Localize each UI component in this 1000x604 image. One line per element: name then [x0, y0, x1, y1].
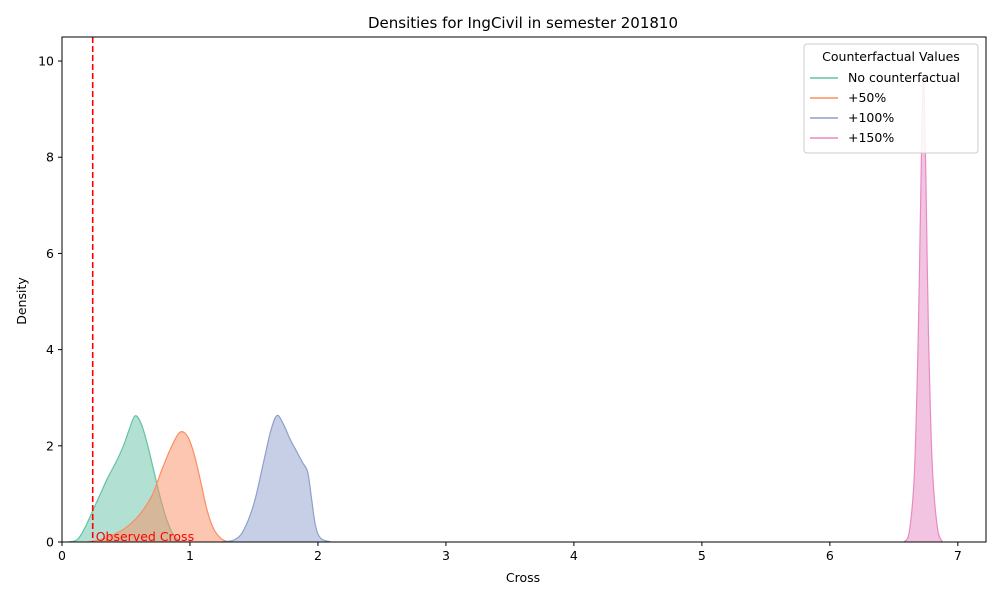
legend-title: Counterfactual Values	[822, 49, 960, 64]
x-tick-label: 7	[954, 548, 962, 563]
density-line-50	[87, 431, 229, 543]
y-tick-label: 10	[38, 54, 54, 69]
y-tick-label: 8	[46, 150, 54, 165]
y-tick-label: 4	[46, 342, 54, 357]
y-axis-ticks: 0 2 4 6 8 10	[38, 54, 62, 550]
x-tick-label: 5	[698, 548, 706, 563]
y-tick-label: 2	[46, 438, 54, 453]
legend-box	[803, 43, 979, 154]
density-area-100	[221, 415, 331, 542]
observed-cross-label: Observed Cross	[96, 529, 194, 544]
density-line-100	[221, 414, 331, 543]
reference-line-group: Observed Cross	[91, 37, 194, 544]
legend: Counterfactual Values No counterfactual +5…	[803, 43, 979, 154]
y-tick-label: 0	[46, 535, 54, 550]
chart-title: Densities for IngCivil in semester 20181…	[368, 14, 678, 32]
density-areas	[68, 79, 944, 543]
legend-item: +50%	[810, 90, 886, 105]
x-tick-label: 3	[442, 548, 450, 563]
x-tick-label: 2	[314, 548, 322, 563]
plot-frame	[61, 36, 987, 543]
x-axis-ticks: 0 1 2 3 4 5 6 7	[58, 542, 962, 563]
x-tick-label: 4	[570, 548, 578, 563]
density-series-50	[87, 431, 229, 543]
x-tick-label: 6	[826, 548, 834, 563]
x-tick-label: 1	[186, 548, 194, 563]
y-axis-label: Density	[14, 277, 29, 325]
x-tick-label: 0	[58, 548, 66, 563]
legend-label: No counterfactual	[848, 70, 960, 85]
x-axis-label: Cross	[506, 570, 540, 585]
density-area-50	[87, 431, 229, 542]
legend-item: No counterfactual	[810, 70, 960, 85]
legend-label: +100%	[848, 110, 894, 125]
legend-item: +100%	[810, 110, 894, 125]
y-tick-label: 6	[46, 246, 54, 261]
legend-item: +150%	[810, 130, 894, 145]
legend-label: +150%	[848, 130, 894, 145]
density-series-100	[221, 414, 331, 543]
legend-label: +50%	[848, 90, 886, 105]
density-area-150	[904, 80, 943, 542]
